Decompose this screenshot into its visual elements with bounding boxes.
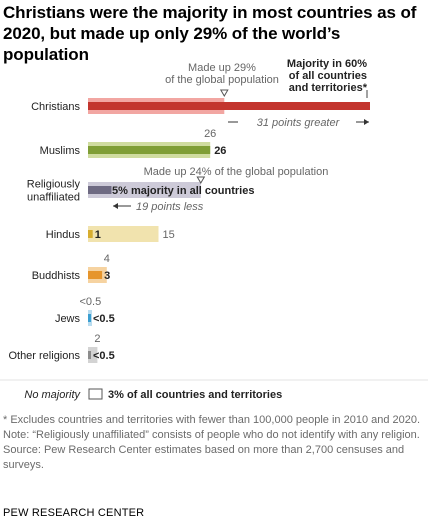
value-label-population-other-religions: 2: [94, 333, 100, 345]
footnote-exclusion: * Excludes countries and territories wit…: [3, 414, 421, 426]
annotation-unaffiliated-population: Made up 24% of the global population: [144, 166, 329, 178]
value-label-population-muslims: 26: [204, 128, 216, 140]
bar-majority-jews: [88, 314, 91, 322]
category-label-hindus: Hindus: [46, 229, 81, 241]
bar-majority-christians: [88, 102, 370, 110]
bar-majority-muslims: [88, 146, 211, 154]
chart-title: Christians were the majority in most cou…: [3, 3, 417, 64]
annotation-unaffiliated-majority: 5% majority in all countries: [112, 185, 254, 197]
annotation-christians-majority-line-3: and territories*: [289, 82, 368, 94]
arrow-unaffiliated-gap-head: [113, 203, 118, 209]
category-label-jews: Jews: [55, 313, 81, 325]
category-label-religiously-unaffiliated-1: Religiously: [27, 179, 81, 191]
value-label-population-buddhists: 4: [104, 253, 110, 265]
value-label-majority-buddhists: 3: [104, 270, 110, 282]
bar-majority-other-religions: [88, 351, 91, 359]
value-label-majority-hindus: 1: [95, 229, 101, 241]
value-label-population-jews: <0.5: [79, 296, 101, 308]
footnote-note: Note: “Religiously unaffiliated” consist…: [3, 429, 420, 441]
category-label-buddhists: Buddhists: [32, 270, 81, 282]
annotation-unaffiliated-gap: 19 points less: [136, 201, 204, 213]
category-label-other-religions: Other religions: [8, 350, 80, 362]
footnotes: * Excludes countries and territories wit…: [3, 413, 421, 473]
bar-majority-hindus: [88, 230, 93, 238]
category-label-religiously-unaffiliated-2: unaffiliated: [27, 192, 80, 204]
footnote-source: Source: Pew Research Center estimates ba…: [3, 444, 405, 471]
category-label-muslims: Muslims: [40, 145, 81, 157]
annotation-christians-population-line-1: Made up 29%: [188, 62, 256, 74]
annotation-christians-majority-line-2: of all countries: [289, 70, 367, 82]
marker-unaffiliated-population: [196, 176, 206, 184]
legend-label-no-majority: No majority: [24, 389, 81, 401]
value-label-majority-jews: <0.5: [93, 313, 115, 325]
annotation-christians-gap: 31 points greater: [257, 117, 341, 129]
annotation-christians-population-line-2: of the global population: [165, 74, 279, 86]
bar-majority-religiously-unaffiliated: [88, 186, 112, 194]
legend-swatch-no-majority: [88, 388, 103, 400]
bar-population-hindus: [88, 226, 159, 242]
value-label-majority-muslims: 26: [214, 145, 226, 157]
annotation-christians-majority-line-1: Majority in 60%: [287, 58, 367, 70]
value-label-population-hindus: 15: [163, 229, 175, 241]
marker-christians-population: [219, 89, 229, 97]
brand-logo-text: PEW RESEARCH CENTER: [3, 507, 145, 519]
bar-majority-buddhists: [88, 271, 103, 279]
legend-value-no-majority: 3% of all countries and territories: [108, 389, 282, 401]
category-label-christians: Christians: [31, 101, 80, 113]
bar-population-other-religions: [88, 347, 98, 363]
chart-svg: Christians Muslims 26 26 Religiouslyunaffili…: [0, 58, 428, 401]
bar-population-religiously-unaffiliated: [88, 182, 201, 198]
value-label-majority-other-religions: <0.5: [93, 350, 115, 362]
arrow-christians-gap-head: [364, 119, 369, 125]
